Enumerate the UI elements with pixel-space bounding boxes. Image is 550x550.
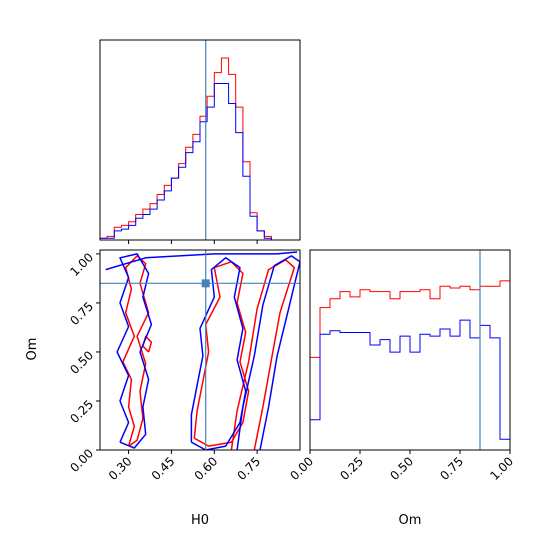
contour-blue-3 (105, 251, 298, 271)
contour-blue-0 (116, 253, 153, 449)
histogram-series-red (310, 280, 510, 450)
x-tick-label: 0.50 (387, 454, 416, 483)
y-tick-label: 0.00 (67, 446, 96, 475)
contour-panel-H0-Om: 0.30 0.45 0.60 0.75 0.00 0.25 0.50 0.75 1.00 (67, 249, 301, 483)
panel-frame (99, 249, 301, 451)
x-tick-label: 0.25 (337, 454, 366, 483)
x-tick-label: 1.00 (487, 454, 516, 483)
y-tick-label: 0.25 (67, 397, 96, 426)
y-tick-label: 0.50 (67, 348, 96, 377)
y-tick-label: 0.75 (67, 299, 96, 328)
x-tick-label: 0.75 (437, 454, 466, 483)
histogram-panel-Om: 0.00 0.25 0.50 0.75 1.00 (287, 249, 516, 483)
x-tick-label: 0.00 (287, 454, 316, 483)
y-tick-label: 1.00 (67, 250, 96, 279)
contour-red-0 (122, 255, 150, 447)
x-tick-label: 0.75 (234, 454, 263, 483)
histogram-panel-H0 (99, 39, 301, 244)
histogram-series-blue (100, 83, 300, 240)
truth-marker (201, 279, 210, 288)
x-axis-label-H0: H0 (191, 513, 209, 528)
contour-blue-2 (236, 255, 300, 450)
contour-red-1 (193, 261, 250, 447)
y-axis-label-Om: Om (25, 338, 40, 361)
x-tick-label: 0.45 (149, 454, 178, 483)
contour-red-3 (142, 335, 153, 353)
x-tick-label: 0.60 (192, 454, 221, 483)
x-axis-label-Om: Om (399, 513, 422, 528)
x-tick-label: 0.30 (106, 454, 135, 483)
panel-frame (99, 39, 301, 241)
histogram-series-red (100, 57, 300, 240)
contour-blue-1 (190, 257, 247, 450)
